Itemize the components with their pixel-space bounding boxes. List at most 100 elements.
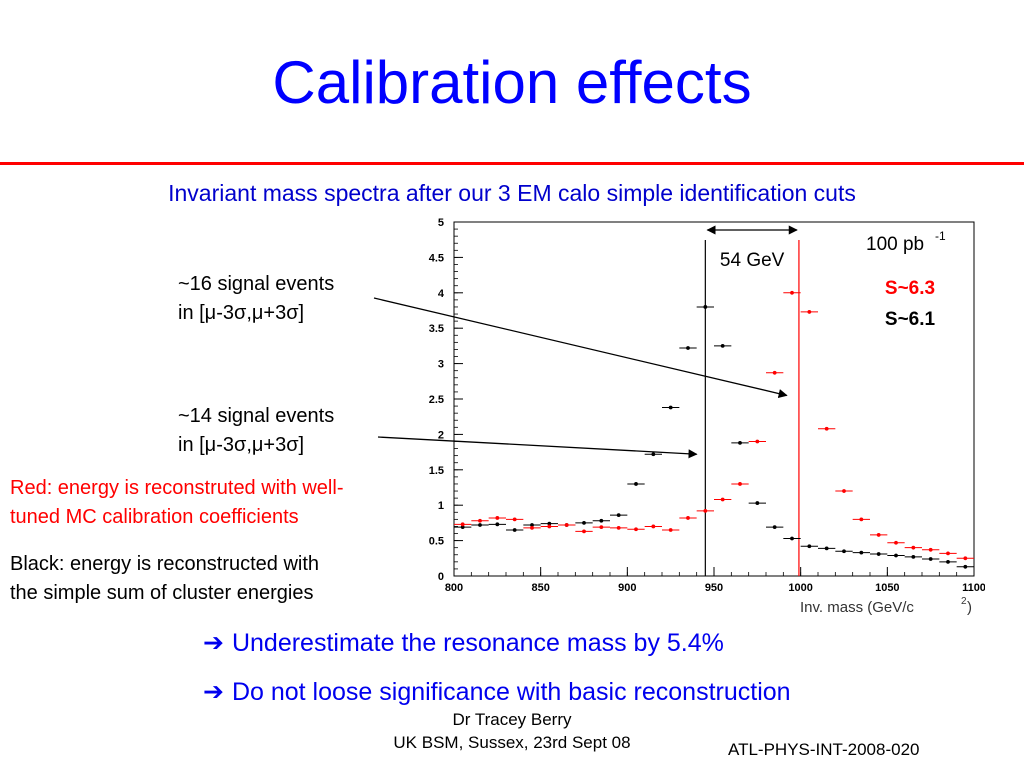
chart-labels: 54 GeV 100 pb -1 S~6.3 S~6.1 Inv. mass (GeV/c… bbox=[720, 229, 972, 616]
data-point bbox=[547, 524, 552, 529]
x-tick-label: 850 bbox=[531, 582, 549, 594]
note-black-series: Black: energy is reconstructed with the … bbox=[10, 550, 319, 608]
y-tick-label: 3 bbox=[438, 359, 444, 371]
data-point bbox=[790, 536, 794, 541]
data-point bbox=[859, 550, 864, 555]
y-tick-label: 2 bbox=[438, 429, 444, 441]
footer-reference: ATL-PHYS-INT-2008-020 bbox=[728, 740, 920, 759]
bullet-text-1: Underestimate the resonance mass by 5.4% bbox=[231, 629, 724, 657]
x-tick-label: 900 bbox=[618, 582, 636, 594]
data-point bbox=[738, 440, 742, 445]
data-point bbox=[547, 521, 552, 526]
data-point bbox=[478, 523, 482, 527]
y-tick-label: 1.5 bbox=[429, 465, 444, 477]
data-point bbox=[772, 525, 777, 530]
data-point bbox=[530, 525, 534, 530]
data-point bbox=[859, 517, 864, 522]
y-tick-label: 4 bbox=[438, 288, 445, 300]
data-point bbox=[946, 559, 950, 564]
x-tick-label: 1050 bbox=[875, 582, 899, 594]
series-0 bbox=[454, 305, 974, 569]
annotation-arrow-signal14 bbox=[377, 436, 698, 459]
data-point bbox=[894, 553, 898, 558]
x-axis-unit-superscript: 2 bbox=[961, 596, 967, 607]
data-point bbox=[512, 517, 517, 522]
data-point bbox=[651, 524, 656, 529]
note-red-series: Red: energy is reconstruted with well- t… bbox=[10, 474, 343, 532]
y-tick-label: 3.5 bbox=[429, 323, 444, 335]
data-point bbox=[616, 525, 621, 530]
data-point bbox=[842, 489, 846, 493]
data-point bbox=[911, 554, 916, 559]
mass-lines bbox=[704, 240, 800, 576]
data-point bbox=[495, 522, 500, 527]
luminosity-label: 100 pb bbox=[866, 234, 924, 255]
data-point bbox=[599, 525, 604, 530]
data-series bbox=[454, 290, 974, 569]
data-point bbox=[738, 482, 742, 486]
note-signal16: ~16 signal events in [μ-3σ,μ+3σ] bbox=[178, 270, 334, 328]
data-point bbox=[634, 527, 638, 532]
data-point bbox=[842, 549, 846, 554]
data-point bbox=[824, 426, 829, 431]
slide-title: Calibration effects bbox=[272, 49, 752, 116]
data-point bbox=[582, 521, 586, 525]
data-point bbox=[894, 540, 898, 545]
data-point bbox=[686, 346, 690, 350]
data-point bbox=[720, 344, 725, 348]
data-point bbox=[790, 290, 794, 295]
title-divider bbox=[0, 162, 1024, 165]
axis-ticks: 0 0.5 1 1.5 2 2.5 3 3.5 4 4.5 5 800 850 900 950 1000 105… bbox=[429, 217, 985, 594]
y-tick-label: 0 bbox=[438, 571, 444, 583]
note-red-line1: Red: energy is reconstruted with well- bbox=[10, 477, 344, 499]
data-point bbox=[824, 546, 829, 551]
right-arrow-icon: ➔ bbox=[203, 677, 224, 706]
note-black-line1: Black: energy is reconstructed with bbox=[10, 553, 320, 575]
data-point bbox=[928, 547, 933, 552]
annotation-arrow-signal16 bbox=[373, 297, 788, 399]
data-point bbox=[876, 533, 881, 537]
y-tick-label: 2.5 bbox=[429, 394, 444, 406]
data-point bbox=[963, 556, 968, 561]
data-point bbox=[616, 513, 621, 518]
data-point bbox=[564, 523, 569, 527]
x-tick-label: 950 bbox=[705, 582, 723, 594]
note-signal14: ~14 signal events in [μ-3σ,μ+3σ] bbox=[178, 402, 334, 460]
data-point bbox=[963, 564, 968, 569]
data-point bbox=[512, 528, 517, 532]
slide-subtitle: Invariant mass spectra after our 3 EM ca… bbox=[168, 180, 856, 206]
bullet-item-1: ➔ Underestimate the resonance mass by 5.4… bbox=[203, 628, 724, 658]
data-point bbox=[911, 545, 916, 550]
data-point bbox=[772, 370, 777, 375]
data-point bbox=[651, 452, 656, 457]
luminosity-superscript: -1 bbox=[935, 229, 946, 243]
note-black-line2: the simple sum of cluster energies bbox=[10, 582, 314, 604]
x-tick-label: 1000 bbox=[788, 582, 812, 594]
data-point bbox=[807, 544, 812, 549]
bullet-item-2: ➔ Do not loose significance with basic re… bbox=[203, 677, 791, 707]
data-point bbox=[530, 523, 534, 527]
series-1 bbox=[454, 290, 974, 561]
x-axis-unit-label: Inv. mass (GeV/c bbox=[800, 599, 914, 616]
note-signal14-line1: ~14 signal events bbox=[178, 405, 335, 427]
data-point bbox=[876, 552, 881, 556]
footer-author: Dr Tracey Berry bbox=[452, 710, 572, 729]
data-point bbox=[928, 557, 933, 561]
note-signal16-line2: in [μ-3σ,μ+3σ] bbox=[178, 302, 305, 324]
data-point bbox=[478, 518, 482, 523]
footer-venue: UK BSM, Sussex, 23rd Sept 08 bbox=[393, 733, 631, 752]
data-point bbox=[460, 525, 465, 530]
x-tick-label: 1100 bbox=[962, 582, 985, 594]
x-axis-unit-close: ) bbox=[967, 599, 972, 616]
significance-label: S~6.3 bbox=[885, 278, 935, 299]
data-point bbox=[946, 551, 950, 556]
data-point bbox=[755, 501, 760, 505]
right-arrow-icon: ➔ bbox=[203, 628, 224, 657]
data-point bbox=[807, 310, 812, 314]
note-signal14-line2: in [μ-3σ,μ+3σ] bbox=[178, 434, 305, 456]
y-tick-label: 0.5 bbox=[429, 536, 444, 548]
significance-label: S~6.1 bbox=[885, 309, 936, 330]
note-signal16-line1: ~16 signal events bbox=[178, 273, 335, 295]
width-annotation-label: 54 GeV bbox=[720, 250, 785, 271]
